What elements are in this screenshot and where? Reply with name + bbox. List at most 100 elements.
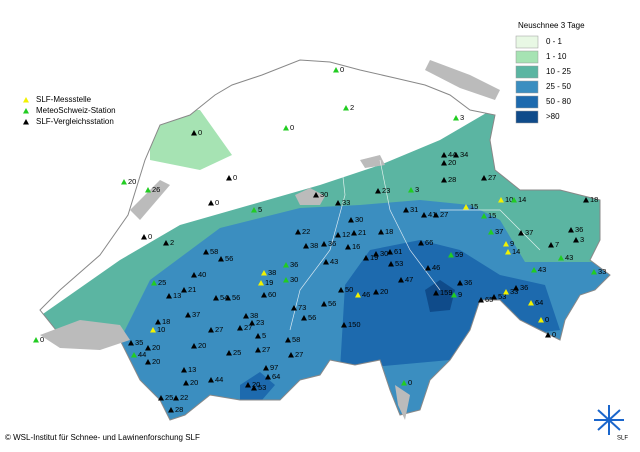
station-value: 50 <box>345 285 353 294</box>
station-value: 36 <box>328 239 336 248</box>
station-marker <box>213 295 219 301</box>
legend: Neuschnee 3 Tage 0 - 1 1 - 10 10 - 25 25 - … <box>515 21 585 124</box>
station-value: 66 <box>425 238 433 247</box>
station-marker <box>388 261 394 267</box>
station-value: 53 <box>395 259 403 268</box>
station-marker <box>283 262 289 268</box>
station-marker <box>295 229 301 235</box>
station-value: 18 <box>385 227 393 236</box>
station-value: 3 <box>460 113 464 122</box>
legend-swatch <box>515 95 539 109</box>
station-marker <box>285 337 291 343</box>
station-value: 21 <box>188 285 196 294</box>
zone-gt-80 <box>425 280 455 312</box>
station-marker <box>558 255 564 261</box>
station-marker <box>335 232 341 238</box>
station-marker <box>128 340 134 346</box>
station-legend-label: MeteoSchweiz-Station <box>36 106 116 115</box>
station-value: 58 <box>292 335 300 344</box>
station-value: 56 <box>225 254 233 263</box>
station-value: 40 <box>198 270 206 279</box>
station-value: 20 <box>128 177 136 186</box>
station-value: 14 <box>518 195 526 204</box>
station-marker <box>263 365 269 371</box>
station-marker <box>168 407 174 413</box>
station-value: 56 <box>328 299 336 308</box>
station-marker <box>145 345 151 351</box>
station-marker <box>301 315 307 321</box>
legend-label: >80 <box>546 112 560 121</box>
station-marker <box>166 293 172 299</box>
station-value: 38 <box>250 311 258 320</box>
station-value: 18 <box>162 317 170 326</box>
station-marker <box>155 319 161 325</box>
station-value: 60 <box>268 290 276 299</box>
station-value: 7 <box>555 240 559 249</box>
station-marker <box>261 270 267 276</box>
station-value: 97 <box>270 363 278 372</box>
station-marker <box>481 175 487 181</box>
station-marker <box>498 197 504 203</box>
station-value: 36 <box>520 283 528 292</box>
station-marker <box>373 289 379 295</box>
station-marker <box>488 229 494 235</box>
station-marker <box>185 312 191 318</box>
station-value: 27 <box>215 325 223 334</box>
station-value: 20 <box>380 287 388 296</box>
station-marker <box>333 67 339 73</box>
station-legend-label: SLF-Messstelle <box>36 95 92 104</box>
station-marker <box>453 115 459 121</box>
station-value: 33 <box>510 287 518 296</box>
station-value: 26 <box>152 185 160 194</box>
station-marker <box>387 249 393 255</box>
station-marker <box>237 325 243 331</box>
station-value: 0 <box>408 378 412 387</box>
station-marker <box>505 249 511 255</box>
station-marker <box>191 130 197 136</box>
station-marker <box>398 277 404 283</box>
station-legend-marker <box>23 108 29 114</box>
station-marker <box>313 192 319 198</box>
station-marker <box>283 125 289 131</box>
station-marker <box>226 175 232 181</box>
legend-label: 0 - 1 <box>546 37 563 46</box>
station-value: 65 <box>485 295 493 304</box>
station-value: 30 <box>380 249 388 258</box>
station-marker <box>141 234 147 240</box>
station-value: 0 <box>215 198 219 207</box>
station-marker <box>573 237 579 243</box>
station-value: 46 <box>432 263 440 272</box>
station-marker <box>351 230 357 236</box>
legend-label: 50 - 80 <box>546 97 571 106</box>
legend-swatch <box>515 35 539 49</box>
station-marker <box>433 290 439 296</box>
station-value: 150 <box>348 320 361 329</box>
station-marker <box>481 213 487 219</box>
station-marker <box>548 242 554 248</box>
copyright: © WSL-Institut für Schnee- und Lawinenfo… <box>5 433 200 442</box>
station-value: 0 <box>198 128 202 137</box>
station-value: 10 <box>157 325 165 334</box>
station-value: 44 <box>215 375 223 384</box>
station-legend-marker <box>23 119 29 125</box>
station-marker <box>463 204 469 210</box>
station-marker <box>538 317 544 323</box>
legend-swatch <box>515 110 539 124</box>
station-marker <box>401 380 407 386</box>
legend-label: 1 - 10 <box>546 52 567 61</box>
station-value: 37 <box>495 227 503 236</box>
station-value: 33 <box>342 198 350 207</box>
station-marker <box>203 249 209 255</box>
zone-1-10 <box>150 110 232 170</box>
station-marker <box>418 240 424 246</box>
station-marker <box>243 313 249 319</box>
station-value: 159 <box>440 288 453 297</box>
station-marker <box>258 280 264 286</box>
legend-title: Neuschnee 3 Tage <box>518 21 585 30</box>
station-marker <box>343 105 349 111</box>
station-value: 59 <box>455 250 463 259</box>
station-value: 15 <box>470 202 478 211</box>
legend-label: 25 - 50 <box>546 82 571 91</box>
station-value: 35 <box>135 338 143 347</box>
